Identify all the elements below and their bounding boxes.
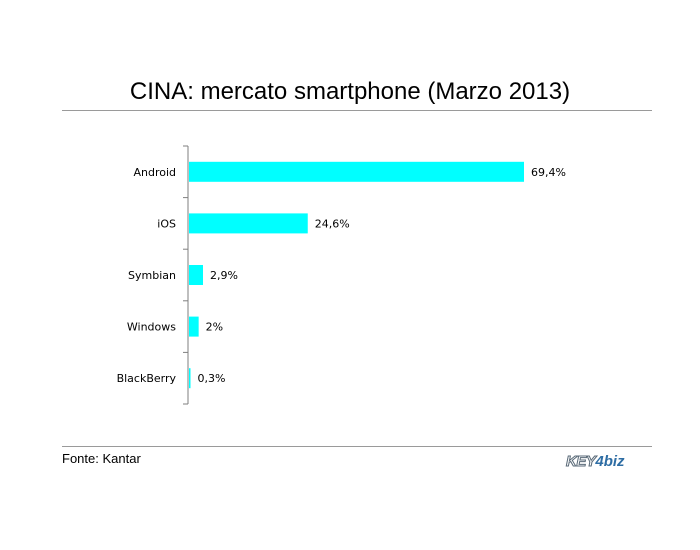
data-label: 69,4%	[531, 166, 566, 179]
data-label: 24,6%	[315, 217, 350, 230]
page-title: CINA: mercato smartphone (Marzo 2013)	[129, 78, 571, 105]
footer-divider	[62, 446, 652, 447]
category-label: Android	[133, 166, 176, 179]
bar-android	[189, 161, 524, 182]
bar-windows	[189, 316, 199, 337]
data-label: 0,3%	[198, 372, 226, 385]
key4biz-logo: KEY4biz	[565, 453, 625, 471]
data-label: 2,9%	[210, 269, 238, 282]
title-divider	[62, 110, 652, 111]
bar-ios	[189, 213, 308, 234]
data-label: 2%	[206, 321, 223, 334]
source-note: Fonte: Kantar	[62, 451, 141, 466]
bar-blackberry	[189, 368, 191, 389]
category-label: Symbian	[128, 269, 176, 282]
category-label: iOS	[157, 217, 176, 230]
category-label: BlackBerry	[117, 372, 177, 385]
category-label: Windows	[127, 321, 176, 334]
bar-symbian	[189, 265, 203, 285]
